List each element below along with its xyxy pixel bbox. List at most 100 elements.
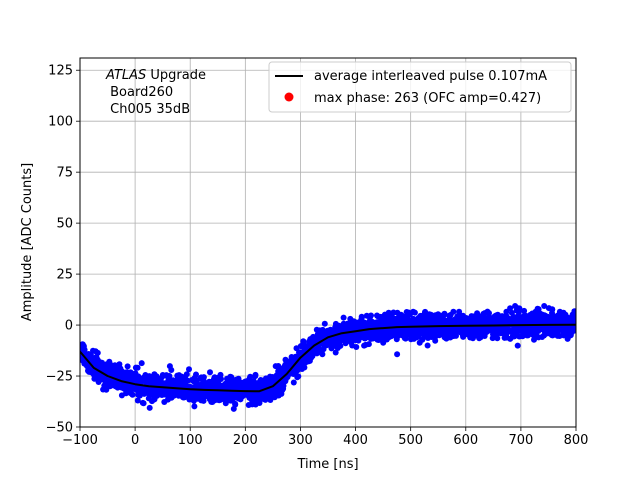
sample-point [105,379,112,386]
y-tick-label: 75 [56,166,73,181]
x-tick-label: 100 [178,433,203,448]
sample-point [116,361,123,368]
sample-point [392,330,399,337]
sample-point [405,317,412,324]
sample-point [412,328,419,334]
sample-point [321,320,328,327]
sample-point [232,401,239,408]
sample-point [290,379,297,386]
sample-point [358,316,365,323]
sample-point [263,375,269,382]
sample-point [384,334,391,340]
sample-point [426,318,432,325]
sample-point [492,314,499,321]
sample-point [507,328,514,335]
sample-point [472,316,479,323]
sample-point [186,395,193,402]
x-tick-label: 500 [398,433,423,448]
sample-point [129,391,136,398]
sample-point [437,327,444,333]
sample-point [502,332,509,339]
sample-point [368,312,374,319]
sample-point [393,336,400,343]
sample-point [228,374,235,381]
sample-point [244,382,251,389]
sample-point [381,311,388,318]
plot-frame [79,57,577,428]
sample-point [193,371,199,378]
sample-point [410,335,417,342]
x-tick-label: 600 [453,433,478,448]
sample-point [328,344,335,351]
annotation-upgrade: Upgrade [146,68,206,83]
sample-point [407,311,413,318]
y-tick-label: 0 [65,319,73,334]
sample-point [230,393,237,400]
sample-point [493,329,500,336]
sample-point [300,338,307,345]
sample-point [188,377,195,383]
sample-point [526,328,533,335]
sample-point [551,315,558,322]
sample-point [191,403,198,410]
sample-point [234,376,241,383]
sample-point [447,311,454,318]
sample-point [167,380,174,387]
sample-point [134,397,141,404]
sample-point [136,388,143,395]
sample-point [427,333,434,340]
sample-point [537,310,544,317]
sample-point [151,396,158,403]
sample-point [474,310,481,317]
x-tick-label: 400 [343,433,368,448]
y-tick-label: 25 [56,268,73,283]
sample-point [527,317,534,324]
sample-point [352,334,359,341]
y-tick-label: 50 [56,217,73,232]
sample-point [110,367,117,373]
sample-point [343,333,350,340]
sample-point [140,400,147,407]
sample-point [353,344,360,350]
sample-point [542,331,549,338]
sample-point [111,362,118,369]
sample-point [198,397,205,404]
sample-point [145,395,152,402]
sample-point [315,346,322,353]
sample-point [165,376,172,383]
sample-point [361,342,368,349]
sample-point [516,333,523,340]
sample-point [249,394,256,401]
average-pulse-line [80,323,576,393]
sample-point [202,383,209,390]
sample-point [424,342,431,349]
sample-point [96,361,102,368]
y-tick-label: 100 [48,115,73,130]
sample-point [456,308,463,315]
sample-point [374,336,381,343]
sample-point [365,341,372,348]
x-tick-label: −100 [62,433,98,448]
average-pulse-layer [80,323,576,393]
x-tick-label: 200 [233,433,258,448]
sample-point [340,314,347,321]
x-axis-label: Time [ns] [296,457,358,472]
sample-point [138,360,145,367]
legend-dot-marker [284,92,294,102]
axis-ticks: −100 0 100 200 300 400 500 600 700 800 −50 −25 0 25 50… [46,64,589,448]
x-tick-label: 800 [564,433,589,448]
sample-point [134,364,141,371]
y-axis-label: Amplitude [ADC Counts] [20,163,35,321]
sample-point [511,333,518,340]
sample-point [127,369,134,376]
x-tick-label: 300 [288,433,313,448]
sample-point [302,357,309,364]
sample-point [168,387,175,394]
sample-point [430,328,437,335]
sample-point [521,307,528,314]
sample-point [312,334,319,341]
sample-point [214,378,221,385]
sample-point [290,368,297,375]
sample-point [487,325,494,332]
sample-point [549,306,556,313]
